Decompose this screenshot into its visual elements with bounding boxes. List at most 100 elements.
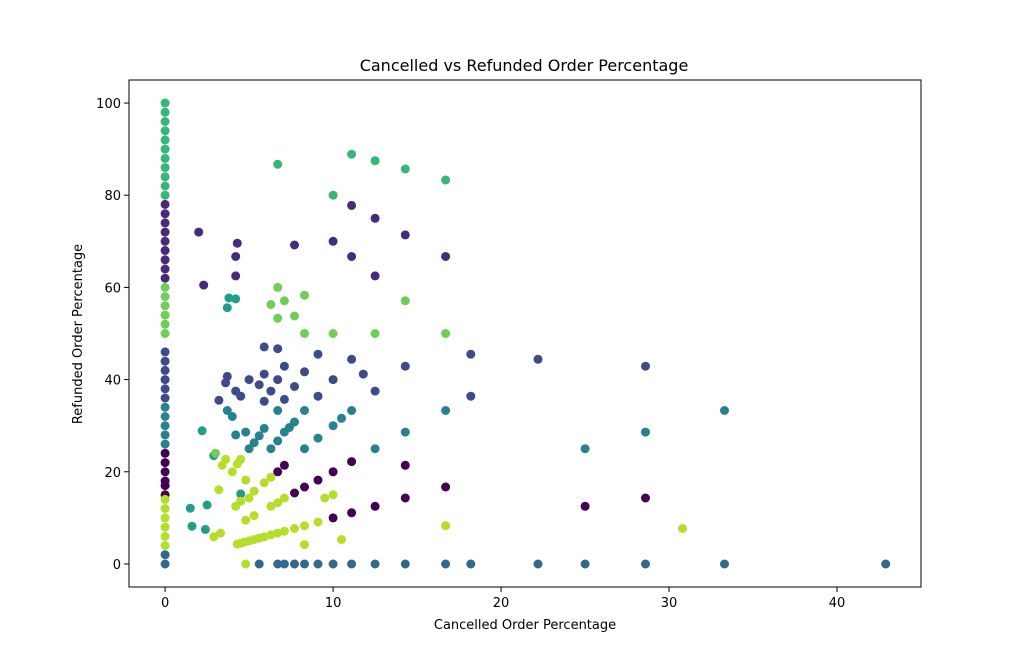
y-tick-label: 20: [104, 466, 121, 481]
data-point: [881, 559, 891, 569]
data-point: [441, 521, 451, 531]
data-point: [273, 313, 283, 323]
x-axis: 0 10 20 30 40: [161, 587, 845, 611]
data-point: [441, 175, 451, 185]
data-point: [222, 303, 232, 313]
data-point: [400, 559, 410, 569]
data-point: [160, 439, 170, 449]
data-point: [370, 501, 380, 511]
data-point: [160, 135, 170, 145]
data-point: [160, 504, 170, 514]
data-point: [160, 365, 170, 375]
data-point: [313, 349, 323, 359]
data-point: [400, 493, 410, 503]
data-point: [720, 406, 729, 415]
data-point: [199, 280, 209, 290]
data-point: [160, 236, 170, 246]
data-point: [641, 559, 650, 569]
data-point: [197, 426, 207, 436]
data-point: [160, 227, 170, 237]
data-point: [347, 406, 357, 415]
data-point: [347, 508, 357, 518]
data-point: [370, 444, 380, 454]
data-point: [227, 467, 237, 477]
data-point: [328, 490, 338, 500]
data-point: [160, 319, 170, 329]
data-point: [273, 375, 283, 385]
data-point: [300, 559, 309, 569]
data-point: [160, 273, 170, 283]
data-point: [441, 252, 451, 261]
data-point: [720, 559, 729, 569]
x-tick-label: 40: [829, 596, 846, 611]
data-point: [400, 427, 410, 437]
chart-title: Cancelled vs Refunded Order Percentage: [360, 56, 689, 75]
y-tick-label: 80: [104, 189, 121, 204]
data-point: [273, 159, 283, 169]
data-point: [266, 472, 276, 482]
y-axis: 0 20 40 60 80 100: [96, 97, 129, 573]
data-point: [273, 282, 283, 292]
data-point: [370, 559, 380, 569]
data-point: [202, 500, 212, 510]
data-point: [533, 559, 543, 569]
data-point: [231, 294, 241, 304]
data-point: [279, 559, 289, 569]
data-point: [273, 559, 283, 569]
data-point: [160, 522, 170, 532]
data-point: [160, 98, 170, 108]
x-axis-title: Cancelled Order Percentage: [434, 618, 616, 633]
data-point: [231, 271, 241, 281]
data-point: [441, 329, 451, 338]
data-point: [244, 375, 254, 385]
data-point: [370, 386, 380, 396]
data-point: [441, 559, 451, 569]
data-point: [160, 163, 170, 173]
y-tick-label: 60: [104, 281, 121, 296]
data-point: [290, 524, 299, 533]
data-point: [160, 513, 170, 523]
data-point: [641, 493, 650, 503]
data-point: [254, 559, 264, 569]
data-point: [337, 535, 346, 544]
data-point: [300, 482, 309, 492]
data-point: [370, 271, 380, 281]
data-point: [222, 406, 232, 415]
data-point: [400, 296, 410, 306]
data-point: [160, 144, 170, 154]
data-point: [160, 375, 170, 385]
data-point: [347, 559, 357, 569]
data-point: [279, 361, 289, 371]
data-point: [266, 501, 276, 511]
data-point: [313, 559, 323, 569]
data-point: [160, 218, 170, 228]
y-tick-label: 0: [113, 558, 121, 573]
data-point: [337, 413, 346, 423]
data-point: [214, 395, 224, 405]
data-point: [466, 349, 476, 359]
data-point: [266, 530, 276, 540]
data-point: [358, 369, 368, 379]
plot-frame: [128, 79, 922, 588]
data-point: [249, 486, 259, 496]
data-point: [231, 252, 241, 261]
data-point: [400, 164, 410, 174]
data-point: [241, 515, 251, 525]
data-point: [160, 393, 170, 403]
data-point: [227, 412, 237, 421]
data-point: [279, 460, 289, 470]
data-point: [266, 300, 276, 309]
data-point: [400, 230, 410, 240]
data-point: [328, 236, 338, 246]
data-point: [236, 496, 246, 506]
data-point: [160, 107, 170, 117]
data-point: [185, 503, 195, 513]
data-point: [279, 394, 289, 404]
data-point: [160, 282, 170, 292]
data-point: [328, 329, 338, 338]
data-point: [580, 501, 590, 511]
data-point: [266, 386, 276, 396]
data-point: [160, 421, 170, 431]
data-point: [328, 421, 338, 431]
